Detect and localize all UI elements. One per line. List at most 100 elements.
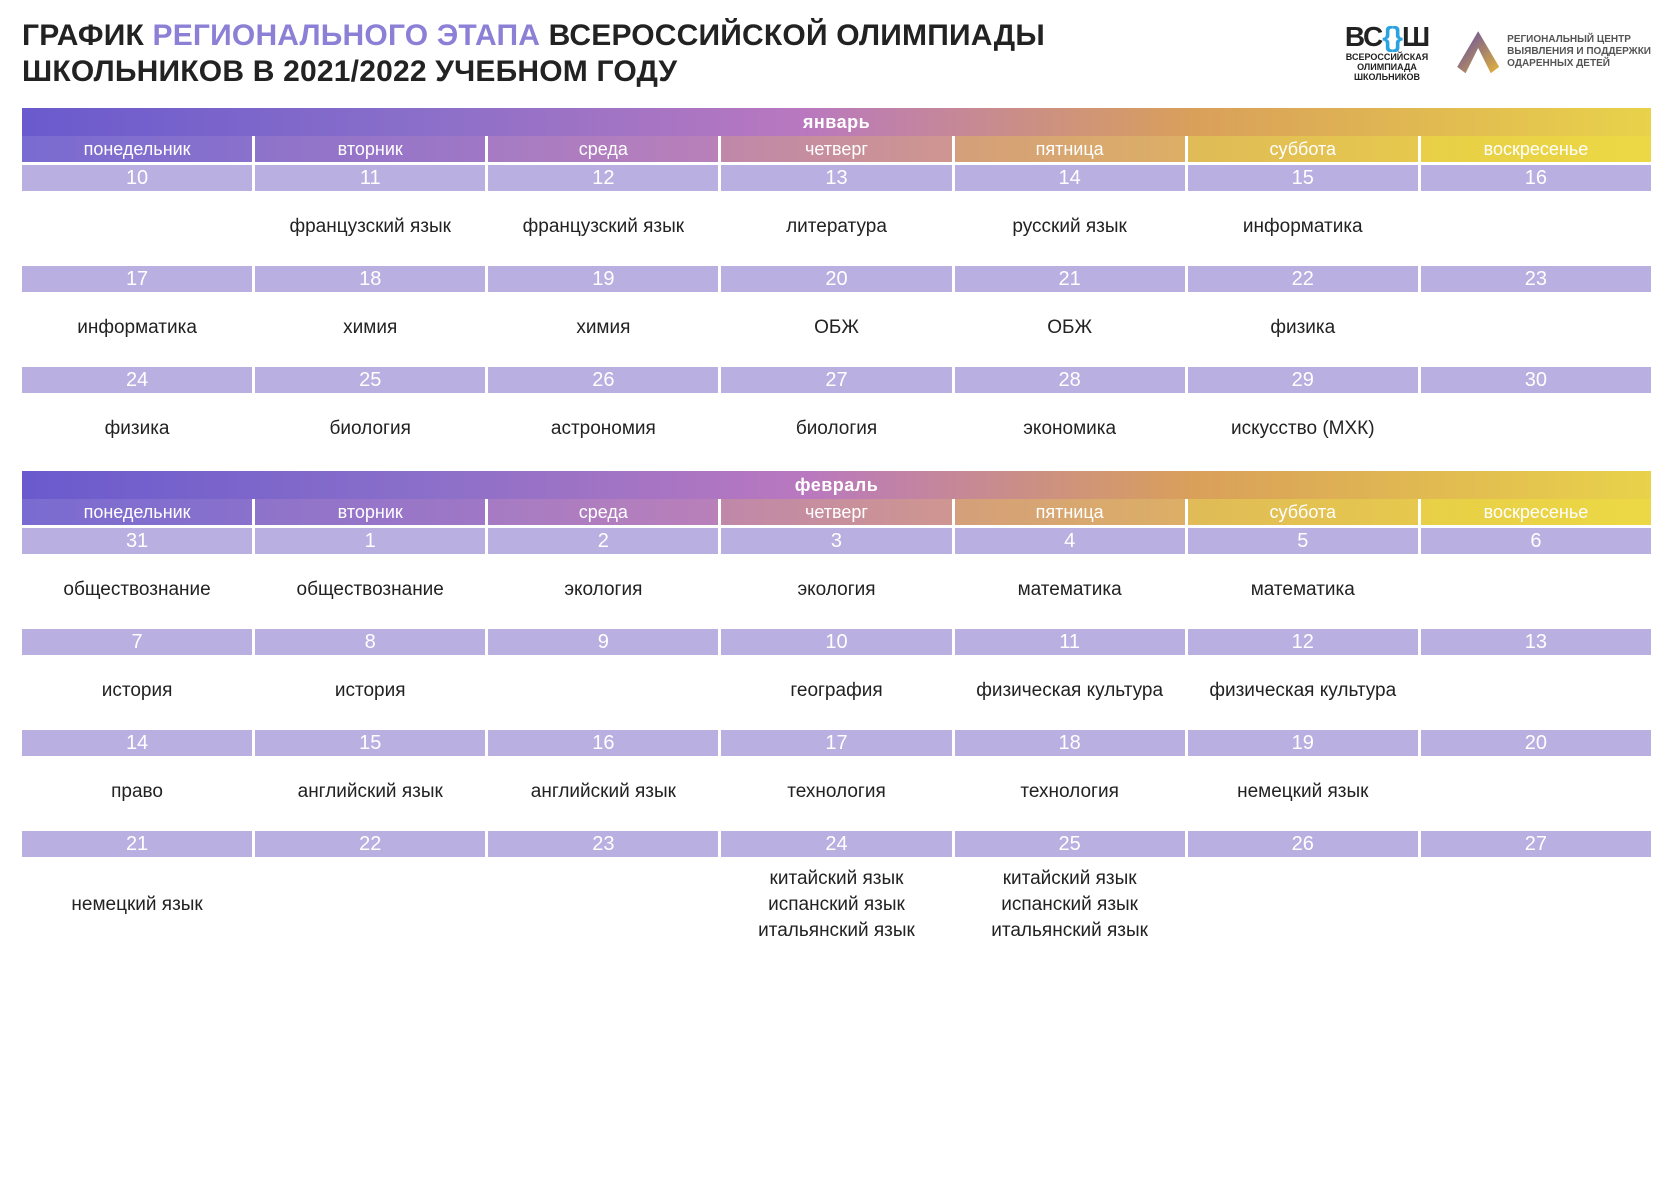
- subject-label: итальянский язык: [991, 919, 1148, 943]
- date-cell: 21: [22, 831, 252, 857]
- subject-cell: английский язык: [488, 756, 718, 828]
- dow-cell: вторник: [255, 499, 485, 525]
- subject-cell: история: [255, 655, 485, 727]
- date-cell: 25: [955, 831, 1185, 857]
- subject-cell: физическая культура: [1188, 655, 1418, 727]
- subject-cell: химия: [488, 292, 718, 364]
- subject-label: химия: [343, 316, 397, 340]
- subject-cell: экология: [721, 554, 951, 626]
- date-cell: 30: [1421, 367, 1651, 393]
- subject-label: химия: [576, 316, 630, 340]
- subject-cell: [1421, 756, 1651, 828]
- date-row: 10111213141516: [22, 165, 1651, 191]
- subject-label: физика: [1270, 316, 1335, 340]
- date-cell: 22: [1188, 266, 1418, 292]
- subject-cell: [255, 857, 485, 953]
- date-cell: 9: [488, 629, 718, 655]
- dow-cell: воскресенье: [1421, 499, 1651, 525]
- date-cell: 31: [22, 528, 252, 554]
- dow-cell: среда: [488, 499, 718, 525]
- date-cell: 18: [255, 266, 485, 292]
- subject-label: технология: [787, 780, 885, 804]
- date-row: 14151617181920: [22, 730, 1651, 756]
- page-title: ГРАФИК РЕГИОНАЛЬНОГО ЭТАПА ВСЕРОССИЙСКОЙ…: [22, 18, 1045, 90]
- date-cell: 21: [955, 266, 1185, 292]
- subject-cell: история: [22, 655, 252, 727]
- date-cell: 1: [255, 528, 485, 554]
- subject-label: искусство (МХК): [1231, 417, 1375, 441]
- subject-row: правоанглийский языканглийский языктехно…: [22, 756, 1651, 828]
- subject-cell: китайский языкиспанский языкитальянский …: [955, 857, 1185, 953]
- calendar: январьпонедельниквторниксредачетвергпятн…: [22, 108, 1651, 953]
- subject-cell: ОБЖ: [721, 292, 951, 364]
- week-block: 10111213141516французский языкфранцузски…: [22, 165, 1651, 263]
- subject-cell: физика: [1188, 292, 1418, 364]
- subject-label: ОБЖ: [814, 316, 859, 340]
- subject-cell: немецкий язык: [22, 857, 252, 953]
- date-cell: 13: [1421, 629, 1651, 655]
- date-cell: 22: [255, 831, 485, 857]
- subject-row: обществознаниеобществознаниеэкологияэкол…: [22, 554, 1651, 626]
- subject-cell: русский язык: [955, 191, 1185, 263]
- dow-cell: четверг: [721, 499, 951, 525]
- date-cell: 16: [1421, 165, 1651, 191]
- subject-cell: [1421, 655, 1651, 727]
- subject-row: историяистория география физическая культу…: [22, 655, 1651, 727]
- date-cell: 11: [255, 165, 485, 191]
- week-block: 78910111213историяисториягеографияфизиче…: [22, 629, 1651, 727]
- date-cell: 26: [1188, 831, 1418, 857]
- date-cell: 3: [721, 528, 951, 554]
- date-cell: 6: [1421, 528, 1651, 554]
- subject-label: испанский язык: [1001, 893, 1138, 917]
- center-text: РЕГИОНАЛЬНЫЙ ЦЕНТР ВЫЯВЛЕНИЯ И ПОДДЕРЖКИ…: [1507, 34, 1651, 70]
- subject-cell: французский язык: [488, 191, 718, 263]
- subject-cell: обществознание: [22, 554, 252, 626]
- subject-cell: право: [22, 756, 252, 828]
- subject-label: математика: [1251, 578, 1355, 602]
- date-cell: 19: [488, 266, 718, 292]
- header: ГРАФИК РЕГИОНАЛЬНОГО ЭТАПА ВСЕРОССИЙСКОЙ…: [22, 18, 1651, 90]
- dow-cell: понедельник: [22, 499, 252, 525]
- subject-cell: биология: [255, 393, 485, 465]
- title-part2: ВСЕРОССИЙСКОЙ ОЛИМПИАДЫ: [540, 19, 1045, 52]
- subject-label: физическая культура: [976, 679, 1163, 703]
- week-block: 14151617181920правоанглийский языканглий…: [22, 730, 1651, 828]
- subject-cell: экология: [488, 554, 718, 626]
- logo-center: РЕГИОНАЛЬНЫЙ ЦЕНТР ВЫЯВЛЕНИЯ И ПОДДЕРЖКИ…: [1457, 31, 1651, 73]
- date-cell: 17: [22, 266, 252, 292]
- subject-cell: английский язык: [255, 756, 485, 828]
- date-row: 17181920212223: [22, 266, 1651, 292]
- subject-cell: физика: [22, 393, 252, 465]
- subject-label: экология: [564, 578, 642, 602]
- date-cell: 8: [255, 629, 485, 655]
- subject-row: немецкий язык китайский языкиспанский язы…: [22, 857, 1651, 953]
- date-cell: 23: [1421, 266, 1651, 292]
- subject-cell: ОБЖ: [955, 292, 1185, 364]
- subject-cell: французский язык: [255, 191, 485, 263]
- date-cell: 10: [721, 629, 951, 655]
- vsosh-big: ВС{}Ш: [1345, 22, 1429, 53]
- subject-cell: литература: [721, 191, 951, 263]
- braces-icon: {}: [1382, 21, 1402, 52]
- subject-label: география: [790, 679, 882, 703]
- subject-label: технология: [1020, 780, 1118, 804]
- date-cell: 2: [488, 528, 718, 554]
- dow-cell: суббота: [1188, 136, 1418, 162]
- month-bar: февраль: [22, 471, 1651, 499]
- subject-label: астрономия: [551, 417, 656, 441]
- date-cell: 14: [955, 165, 1185, 191]
- dow-cell: среда: [488, 136, 718, 162]
- subject-cell: экономика: [955, 393, 1185, 465]
- subject-cell: [488, 857, 718, 953]
- subject-cell: информатика: [22, 292, 252, 364]
- dow-cell: четверг: [721, 136, 951, 162]
- subject-cell: [1421, 857, 1651, 953]
- subject-label: французский язык: [289, 215, 450, 239]
- dow-row: понедельниквторниксредачетвергпятницасуб…: [22, 136, 1651, 162]
- date-cell: 24: [22, 367, 252, 393]
- week-block: 24252627282930физикабиологияастрономияби…: [22, 367, 1651, 465]
- dow-cell: суббота: [1188, 499, 1418, 525]
- date-cell: 23: [488, 831, 718, 857]
- subject-label: испанский язык: [768, 893, 905, 917]
- dow-cell: воскресенье: [1421, 136, 1651, 162]
